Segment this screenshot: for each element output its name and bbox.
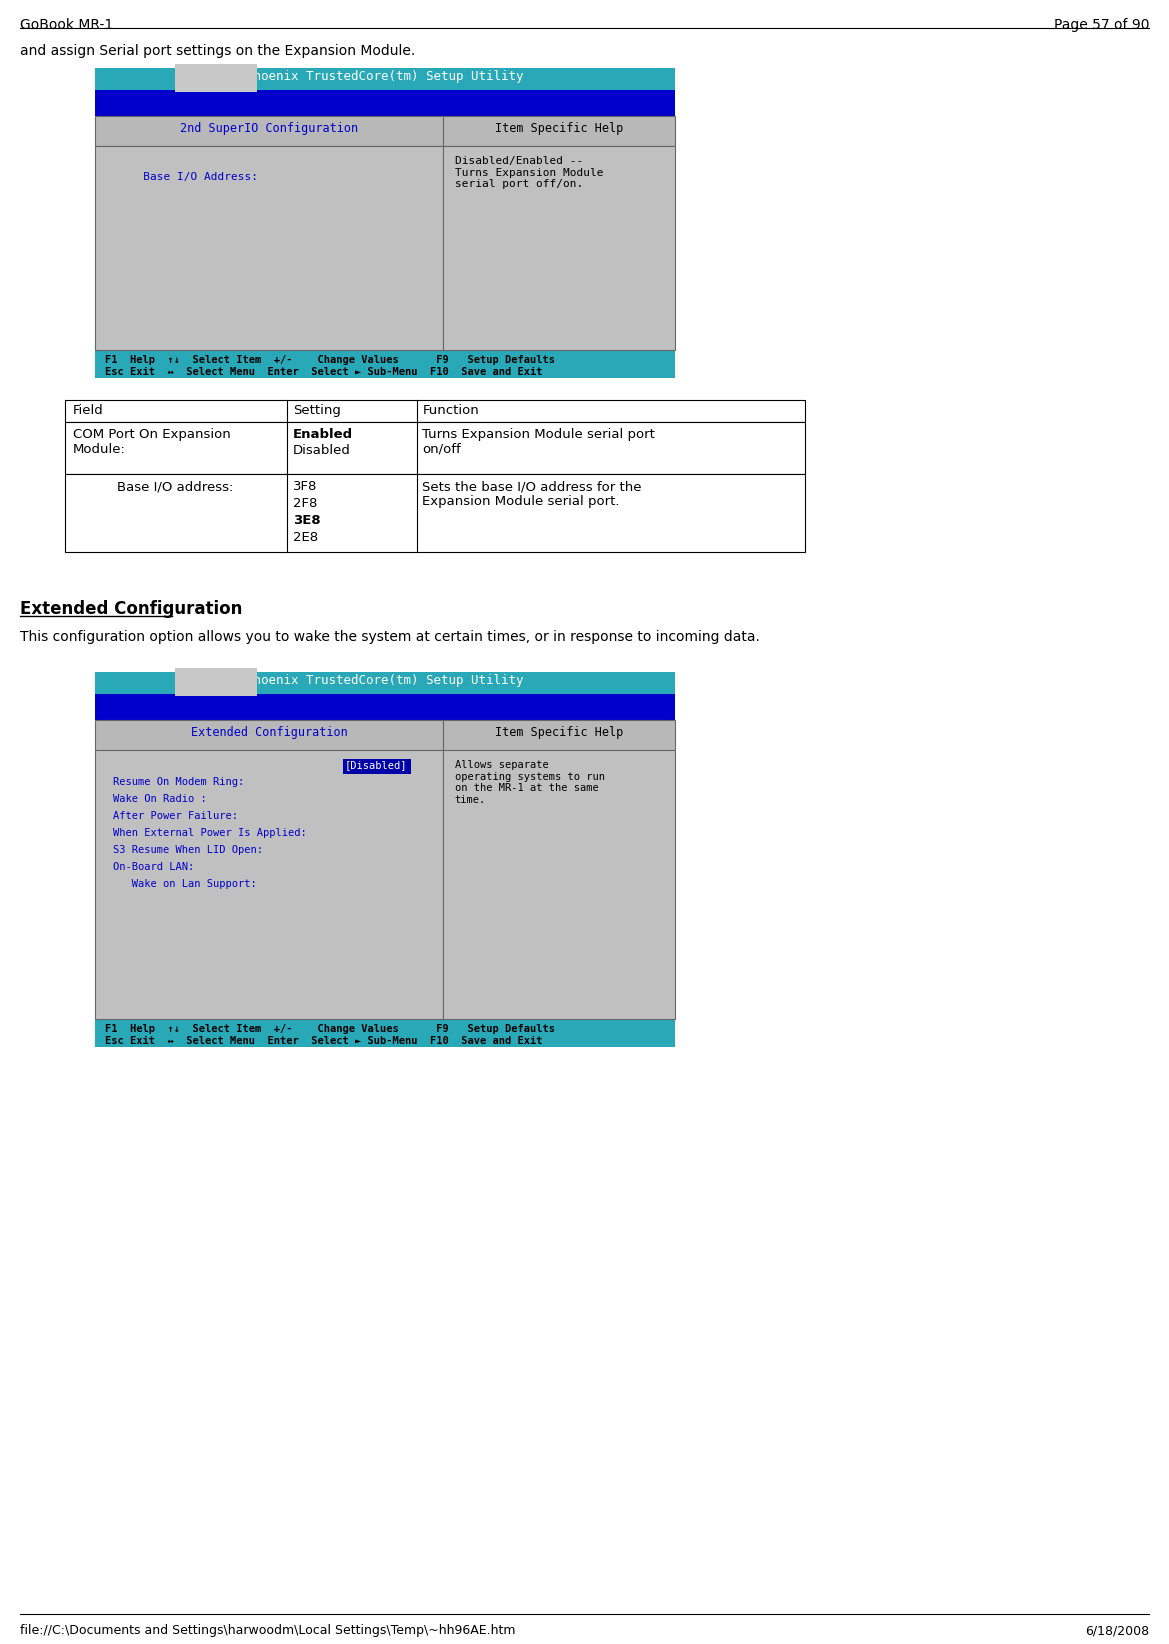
Text: F1  Help  ↑↓  Select Item  +/-    Change Values      F9   Setup Defaults: F1 Help ↑↓ Select Item +/- Change Values… xyxy=(105,355,555,365)
Text: Item Specific Help: Item Specific Help xyxy=(494,122,623,135)
Text: Esc Exit  ↔  Select Menu  Enter  Select ► Sub-Menu  F10  Save and Exit: Esc Exit ↔ Select Menu Enter Select ► Su… xyxy=(105,367,542,376)
Text: 2F8: 2F8 xyxy=(293,496,317,510)
Text: Intel (R) Virtualization Technology: Intel (R) Virtualization Technology xyxy=(113,760,332,769)
Text: Resume On Modem Ring:: Resume On Modem Ring: xyxy=(113,778,244,787)
Text: file://C:\Documents and Settings\harwoodm\Local Settings\Temp\~hh96AE.htm: file://C:\Documents and Settings\harwood… xyxy=(20,1624,516,1637)
Text: 2E8: 2E8 xyxy=(293,531,318,544)
Text: [Disabled]: [Disabled] xyxy=(345,760,408,769)
Text: [Enabled]: [Enabled] xyxy=(340,158,401,168)
Bar xyxy=(95,750,443,1019)
Text: 2nd SuperIO Configuration: 2nd SuperIO Configuration xyxy=(180,122,358,135)
Text: Disabled/Enabled --
Turns Expansion Module
serial port off/on.: Disabled/Enabled -- Turns Expansion Modu… xyxy=(455,156,603,189)
Text: Advanced: Advanced xyxy=(186,94,245,107)
Text: [Off]: [Off] xyxy=(345,778,376,787)
Bar xyxy=(95,1019,675,1047)
Text: COM Port On Expansion Module:: COM Port On Expansion Module: xyxy=(113,158,309,168)
Bar xyxy=(95,117,443,146)
Bar xyxy=(95,672,675,694)
Text: and assign Serial port settings on the Expansion Module.: and assign Serial port settings on the E… xyxy=(20,44,415,58)
Text: Esc Exit  ↔  Select Menu  Enter  Select ► Sub-Menu  F10  Save and Exit: Esc Exit ↔ Select Menu Enter Select ► Su… xyxy=(105,1036,542,1046)
Text: Wake on Lan Support:: Wake on Lan Support: xyxy=(113,880,257,889)
Bar xyxy=(95,694,675,720)
Text: 6/18/2008: 6/18/2008 xyxy=(1085,1624,1149,1637)
Bar xyxy=(175,64,257,92)
Text: Extended Configuration: Extended Configuration xyxy=(191,727,347,740)
Text: Base I/O Address:: Base I/O Address: xyxy=(123,173,258,182)
Text: [Enabled]: [Enabled] xyxy=(345,861,401,871)
Bar xyxy=(95,90,675,117)
Text: [Stay Off]: [Stay Off] xyxy=(345,829,408,838)
Bar xyxy=(65,399,805,423)
Text: Setting: Setting xyxy=(293,404,341,418)
Text: [Enabled]: [Enabled] xyxy=(345,845,401,855)
Text: Page 57 of 90: Page 57 of 90 xyxy=(1053,18,1149,31)
Bar xyxy=(443,146,675,350)
Text: Sets the base I/O address for the
Expansion Module serial port.: Sets the base I/O address for the Expans… xyxy=(422,480,642,508)
Text: Extended Configuration: Extended Configuration xyxy=(20,600,242,618)
Text: Function: Function xyxy=(422,404,479,418)
Text: When External Power Is Applied:: When External Power Is Applied: xyxy=(113,829,306,838)
Text: Wake On Radio :: Wake On Radio : xyxy=(113,794,207,804)
Bar xyxy=(443,720,675,750)
Bar xyxy=(95,67,675,90)
Text: 3F8: 3F8 xyxy=(293,480,317,493)
Bar xyxy=(95,146,443,350)
Bar xyxy=(443,117,675,146)
Bar xyxy=(343,760,411,774)
Text: This configuration option allows you to wake the system at certain times, or in : This configuration option allows you to … xyxy=(20,630,760,644)
Text: S3 Resume When LID Open:: S3 Resume When LID Open: xyxy=(113,845,263,855)
Bar xyxy=(95,350,675,378)
Text: [3E8]: [3E8] xyxy=(340,173,374,182)
Text: 3E8: 3E8 xyxy=(293,515,320,528)
Text: Enabled: Enabled xyxy=(293,427,353,441)
Text: [Disabled]: [Disabled] xyxy=(345,794,408,804)
Text: Field: Field xyxy=(72,404,104,418)
Bar xyxy=(65,423,805,473)
Text: COM Port On Expansion
Module:: COM Port On Expansion Module: xyxy=(72,427,230,455)
Bar xyxy=(175,667,257,695)
Bar xyxy=(95,117,675,350)
Text: Item Specific Help: Item Specific Help xyxy=(494,727,623,740)
Text: Phoenix TrustedCore(tm) Setup Utility: Phoenix TrustedCore(tm) Setup Utility xyxy=(247,71,524,82)
Text: Disabled: Disabled xyxy=(293,444,351,457)
Text: Base I/O address:: Base I/O address: xyxy=(117,480,234,493)
Text: After Power Failure:: After Power Failure: xyxy=(113,810,238,820)
Bar xyxy=(95,720,443,750)
Text: Turns Expansion Module serial port
on/off: Turns Expansion Module serial port on/of… xyxy=(422,427,656,455)
Text: [Disabled]: [Disabled] xyxy=(345,880,408,889)
Text: Advanced: Advanced xyxy=(186,699,245,710)
Bar xyxy=(65,473,805,552)
Text: Phoenix TrustedCore(tm) Setup Utility: Phoenix TrustedCore(tm) Setup Utility xyxy=(247,674,524,687)
Text: GoBook MR-1: GoBook MR-1 xyxy=(20,18,113,31)
Bar xyxy=(95,720,675,1019)
Text: Allows separate
operating systems to run
on the MR-1 at the same
time.: Allows separate operating systems to run… xyxy=(455,760,604,806)
Text: F1  Help  ↑↓  Select Item  +/-    Change Values      F9   Setup Defaults: F1 Help ↑↓ Select Item +/- Change Values… xyxy=(105,1024,555,1034)
Text: [Stay Off]: [Stay Off] xyxy=(345,810,408,820)
Bar xyxy=(443,750,675,1019)
Text: On-Board LAN:: On-Board LAN: xyxy=(113,861,194,871)
